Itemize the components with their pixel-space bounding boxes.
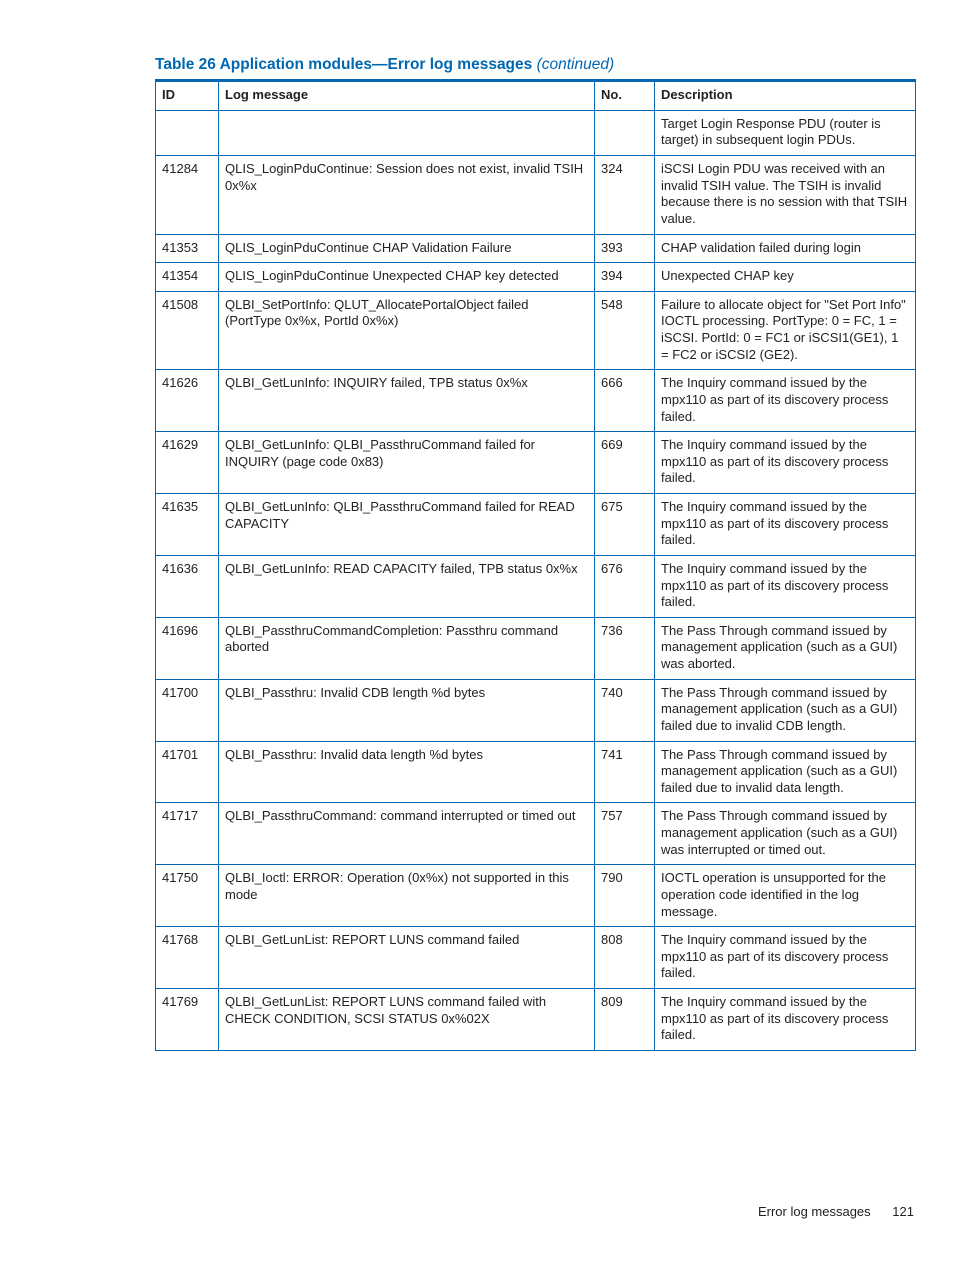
cell-msg: QLIS_LoginPduContinue: Session does not … xyxy=(219,156,595,235)
cell-no: 809 xyxy=(595,989,655,1051)
cell-id: 41750 xyxy=(156,865,219,927)
cell-desc: The Inquiry command issued by the mpx110… xyxy=(655,432,916,494)
cell-desc: Failure to allocate object for "Set Port… xyxy=(655,291,916,370)
cell-no: 757 xyxy=(595,803,655,865)
col-msg: Log message xyxy=(219,81,595,111)
cell-desc: CHAP validation failed during login xyxy=(655,234,916,263)
cell-no: 736 xyxy=(595,617,655,679)
cell-no: 324 xyxy=(595,156,655,235)
cell-id: 41635 xyxy=(156,494,219,556)
cell-no: 808 xyxy=(595,927,655,989)
cell-no: 675 xyxy=(595,494,655,556)
cell-msg: QLBI_PassthruCommand: command interrupte… xyxy=(219,803,595,865)
cell-msg: QLBI_Ioctl: ERROR: Operation (0x%x) not … xyxy=(219,865,595,927)
cell-msg: QLBI_GetLunInfo: READ CAPACITY failed, T… xyxy=(219,555,595,617)
cell-desc: The Pass Through command issued by manag… xyxy=(655,679,916,741)
cell-msg: QLBI_GetLunList: REPORT LUNS command fai… xyxy=(219,989,595,1051)
cell-id: 41636 xyxy=(156,555,219,617)
cell-no: 548 xyxy=(595,291,655,370)
cell-no: 393 xyxy=(595,234,655,263)
cell-desc: The Inquiry command issued by the mpx110… xyxy=(655,555,916,617)
cell-desc: The Pass Through command issued by manag… xyxy=(655,741,916,803)
cell-msg: QLBI_Passthru: Invalid CDB length %d byt… xyxy=(219,679,595,741)
cell-no: 676 xyxy=(595,555,655,617)
cell-msg: QLBI_SetPortInfo: QLUT_AllocatePortalObj… xyxy=(219,291,595,370)
cell-id: 41769 xyxy=(156,989,219,1051)
table-row: 41696QLBI_PassthruCommandCompletion: Pas… xyxy=(156,617,916,679)
cell-id: 41626 xyxy=(156,370,219,432)
page: Table 26 Application modules—Error log m… xyxy=(0,0,954,1271)
table-row: Target Login Response PDU (router is tar… xyxy=(156,110,916,155)
cell-desc: Unexpected CHAP key xyxy=(655,263,916,292)
cell-desc: The Inquiry command issued by the mpx110… xyxy=(655,370,916,432)
cell-desc: The Pass Through command issued by manag… xyxy=(655,617,916,679)
table-row: 41636QLBI_GetLunInfo: READ CAPACITY fail… xyxy=(156,555,916,617)
error-log-table: ID Log message No. Description Target Lo… xyxy=(155,79,916,1051)
cell-msg: QLBI_GetLunList: REPORT LUNS command fai… xyxy=(219,927,595,989)
col-desc: Description xyxy=(655,81,916,111)
table-row: 41700QLBI_Passthru: Invalid CDB length %… xyxy=(156,679,916,741)
cell-no: 790 xyxy=(595,865,655,927)
table-row: 41629QLBI_GetLunInfo: QLBI_PassthruComma… xyxy=(156,432,916,494)
cell-desc: The Pass Through command issued by manag… xyxy=(655,803,916,865)
cell-msg: QLBI_GetLunInfo: QLBI_PassthruCommand fa… xyxy=(219,432,595,494)
cell-id: 41768 xyxy=(156,927,219,989)
table-row: 41769QLBI_GetLunList: REPORT LUNS comman… xyxy=(156,989,916,1051)
cell-msg: QLIS_LoginPduContinue CHAP Validation Fa… xyxy=(219,234,595,263)
table-body: Target Login Response PDU (router is tar… xyxy=(156,110,916,1050)
table-row: 41353QLIS_LoginPduContinue CHAP Validati… xyxy=(156,234,916,263)
table-row: 41750QLBI_Ioctl: ERROR: Operation (0x%x)… xyxy=(156,865,916,927)
cell-id: 41696 xyxy=(156,617,219,679)
page-footer: Error log messages 121 xyxy=(758,1204,914,1219)
cell-no: 669 xyxy=(595,432,655,494)
table-row: 41768QLBI_GetLunList: REPORT LUNS comman… xyxy=(156,927,916,989)
cell-msg: QLBI_PassthruCommandCompletion: Passthru… xyxy=(219,617,595,679)
cell-desc: The Inquiry command issued by the mpx110… xyxy=(655,494,916,556)
table-row: 41354QLIS_LoginPduContinue Unexpected CH… xyxy=(156,263,916,292)
table-header-row: ID Log message No. Description xyxy=(156,81,916,111)
cell-no: 394 xyxy=(595,263,655,292)
cell-id: 41354 xyxy=(156,263,219,292)
table-row: 41508QLBI_SetPortInfo: QLUT_AllocatePort… xyxy=(156,291,916,370)
table-row: 41701QLBI_Passthru: Invalid data length … xyxy=(156,741,916,803)
cell-id: 41353 xyxy=(156,234,219,263)
table-row: 41284QLIS_LoginPduContinue: Session does… xyxy=(156,156,916,235)
cell-id: 41701 xyxy=(156,741,219,803)
cell-no: 740 xyxy=(595,679,655,741)
col-id: ID xyxy=(156,81,219,111)
footer-page: 121 xyxy=(892,1204,914,1219)
cell-no: 741 xyxy=(595,741,655,803)
table-caption: Table 26 Application modules—Error log m… xyxy=(155,55,914,75)
caption-continued: (continued) xyxy=(537,56,615,73)
table-row: 41635QLBI_GetLunInfo: QLBI_PassthruComma… xyxy=(156,494,916,556)
cell-msg: QLBI_Passthru: Invalid data length %d by… xyxy=(219,741,595,803)
col-no: No. xyxy=(595,81,655,111)
cell-desc: iSCSI Login PDU was received with an inv… xyxy=(655,156,916,235)
cell-id: 41700 xyxy=(156,679,219,741)
cell-msg: QLBI_GetLunInfo: INQUIRY failed, TPB sta… xyxy=(219,370,595,432)
caption-main: Table 26 Application modules—Error log m… xyxy=(155,56,532,73)
cell-no: 666 xyxy=(595,370,655,432)
cell-id: 41284 xyxy=(156,156,219,235)
cell-msg: QLBI_GetLunInfo: QLBI_PassthruCommand fa… xyxy=(219,494,595,556)
cell-msg xyxy=(219,110,595,155)
cell-desc: Target Login Response PDU (router is tar… xyxy=(655,110,916,155)
table-row: 41626QLBI_GetLunInfo: INQUIRY failed, TP… xyxy=(156,370,916,432)
table-row: 41717QLBI_PassthruCommand: command inter… xyxy=(156,803,916,865)
cell-desc: IOCTL operation is unsupported for the o… xyxy=(655,865,916,927)
cell-id: 41508 xyxy=(156,291,219,370)
cell-id: 41629 xyxy=(156,432,219,494)
footer-section: Error log messages xyxy=(758,1204,871,1219)
cell-desc: The Inquiry command issued by the mpx110… xyxy=(655,989,916,1051)
cell-id xyxy=(156,110,219,155)
cell-no xyxy=(595,110,655,155)
cell-msg: QLIS_LoginPduContinue Unexpected CHAP ke… xyxy=(219,263,595,292)
cell-desc: The Inquiry command issued by the mpx110… xyxy=(655,927,916,989)
cell-id: 41717 xyxy=(156,803,219,865)
